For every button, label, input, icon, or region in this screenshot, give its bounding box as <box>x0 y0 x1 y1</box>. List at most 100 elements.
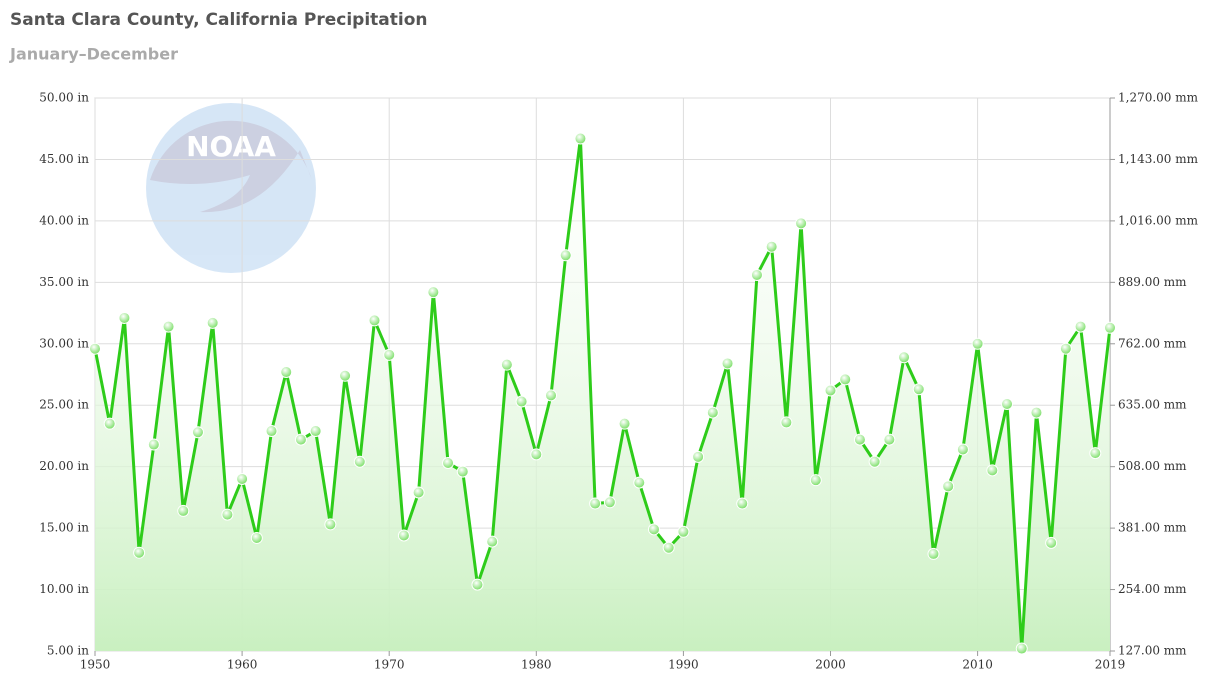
y-tick-label: 30.00 in <box>39 336 89 350</box>
point <box>809 474 822 487</box>
y2-tick-label: 508.00 mm <box>1118 459 1187 473</box>
point <box>89 342 101 355</box>
point <box>692 450 705 463</box>
point <box>589 497 602 510</box>
point <box>471 578 484 591</box>
point <box>103 417 116 430</box>
point <box>603 496 616 509</box>
x-tick-label: 1980 <box>521 658 552 672</box>
point <box>1089 447 1102 460</box>
point <box>1030 406 1043 419</box>
y-tick-label: 40.00 in <box>39 213 89 227</box>
y-tick-label: 10.00 in <box>39 582 89 596</box>
point <box>956 443 969 456</box>
point <box>765 240 778 253</box>
y-tick-label: 15.00 in <box>39 521 89 535</box>
point <box>898 351 911 364</box>
logo-text: NOAA <box>186 130 276 163</box>
point <box>500 358 513 371</box>
point <box>780 416 793 429</box>
point <box>986 464 999 477</box>
point <box>559 249 572 262</box>
x-tick-label: 2010 <box>962 658 993 672</box>
y-tick-label: 45.00 in <box>39 152 89 166</box>
point <box>618 417 631 430</box>
point <box>927 547 940 560</box>
area <box>95 138 1110 651</box>
point <box>868 455 881 468</box>
point <box>971 337 984 350</box>
y-tick-label: 50.00 in <box>39 91 89 105</box>
y-tick-label: 35.00 in <box>39 275 89 289</box>
point <box>912 383 925 396</box>
line <box>93 137 1112 651</box>
point <box>309 425 322 438</box>
point <box>824 384 837 397</box>
point <box>250 531 263 544</box>
point <box>750 268 763 281</box>
point <box>530 448 543 461</box>
point <box>412 486 425 499</box>
y2-tick-label: 762.00 mm <box>1118 336 1187 350</box>
point <box>397 529 410 542</box>
point <box>677 525 690 538</box>
y2-tick-label: 381.00 mm <box>1118 521 1187 535</box>
point <box>339 369 352 382</box>
chart-subtitle: January–December <box>9 45 178 64</box>
point <box>442 456 455 469</box>
y2-tick-label: 635.00 mm <box>1118 398 1187 412</box>
x-tick-label: 1950 <box>80 658 111 672</box>
point <box>280 366 293 379</box>
x-tick-label: 1990 <box>668 658 699 672</box>
y-tick-label: 25.00 in <box>39 398 89 412</box>
point <box>942 480 955 493</box>
point <box>647 523 660 536</box>
point <box>515 395 528 408</box>
logo: NOAA <box>146 103 316 273</box>
point <box>265 425 278 438</box>
point <box>206 316 219 329</box>
point <box>545 389 558 402</box>
point <box>706 406 719 419</box>
y2-tick-label: 254.00 mm <box>1118 582 1187 596</box>
point <box>236 472 249 485</box>
point <box>1059 342 1072 355</box>
y2-tick-label: 889.00 mm <box>1118 275 1187 289</box>
point <box>456 465 469 478</box>
point <box>427 286 440 299</box>
y2-tick-label: 1,270.00 mm <box>1118 91 1199 105</box>
point <box>883 433 896 446</box>
point <box>1015 642 1028 655</box>
y2-tick-label: 1,143.00 mm <box>1118 152 1199 166</box>
point <box>662 541 675 554</box>
y-tick-label: 5.00 in <box>47 644 89 658</box>
x-tick-label: 2019 <box>1095 658 1126 672</box>
x-tick-label: 2000 <box>815 658 846 672</box>
point <box>383 348 396 361</box>
point <box>294 433 307 446</box>
x-tick-label: 1960 <box>227 658 258 672</box>
point <box>221 508 234 521</box>
x-tick-label: 1970 <box>374 658 405 672</box>
y2-tick-label: 127.00 mm <box>1118 644 1187 658</box>
point <box>633 476 646 489</box>
point <box>486 535 499 548</box>
point <box>177 504 190 517</box>
point <box>133 546 146 559</box>
point <box>839 373 852 386</box>
point <box>191 426 204 439</box>
point <box>1104 321 1116 334</box>
point <box>1045 536 1058 549</box>
point <box>353 455 366 468</box>
point <box>721 357 734 370</box>
point <box>118 311 131 324</box>
point <box>147 438 160 451</box>
point <box>1074 320 1087 333</box>
point <box>795 217 808 230</box>
point <box>574 132 587 145</box>
point <box>368 314 381 327</box>
y2-tick-label: 1,016.00 mm <box>1118 213 1199 227</box>
chart-title: Santa Clara County, California Precipita… <box>10 10 428 30</box>
y-tick-label: 20.00 in <box>39 459 89 473</box>
